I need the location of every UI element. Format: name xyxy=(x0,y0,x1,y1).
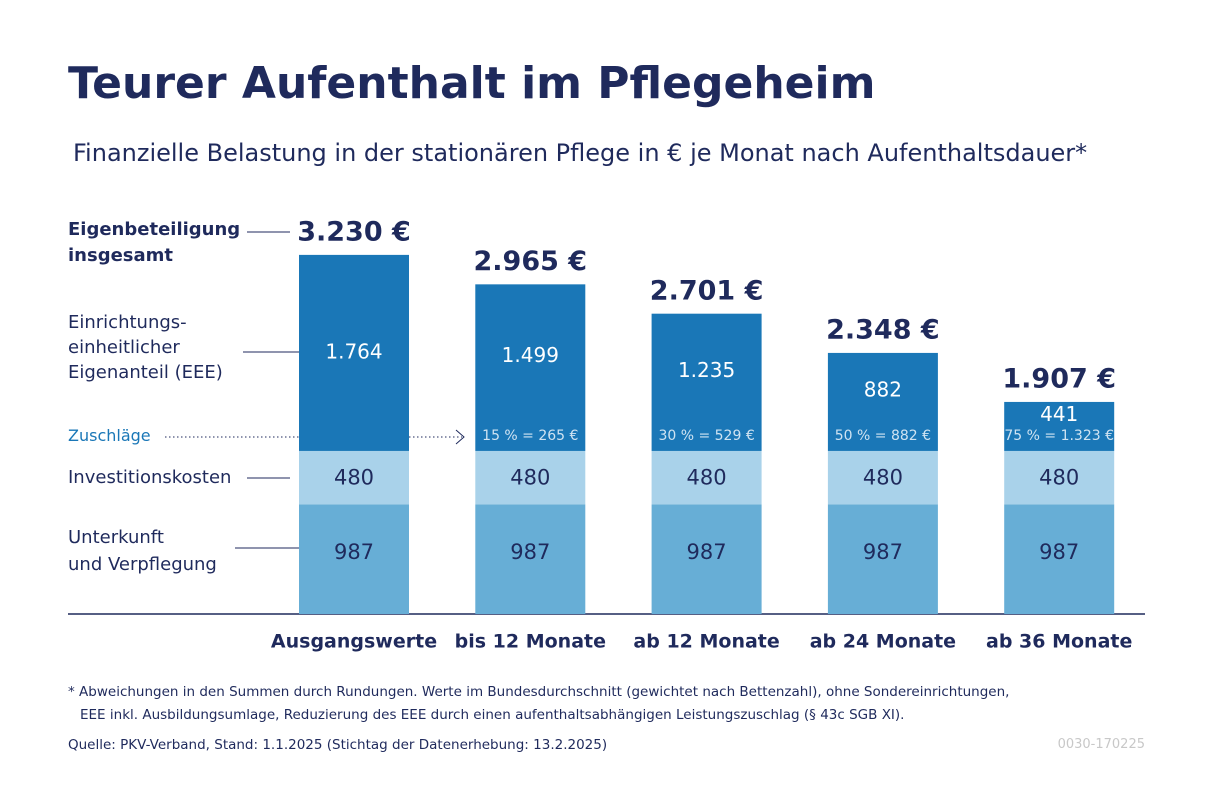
value-label: 441 xyxy=(1040,402,1078,426)
subtitle: Finanzielle Belastung in der stationären… xyxy=(73,139,1088,167)
bar-segment xyxy=(475,284,586,451)
total-label: 2.348 € xyxy=(826,315,940,346)
value-label: 987 xyxy=(1039,540,1079,564)
value-label: 1.764 xyxy=(325,339,382,363)
total-label: 3.230 € xyxy=(297,217,411,248)
surcharge-label: 75 % = 1.323 € xyxy=(1004,428,1114,444)
footnote: EEE inkl. Ausbildungsumlage, Reduzierung… xyxy=(80,707,905,723)
x-tick-label: Ausgangswerte xyxy=(271,631,437,653)
bar-segment xyxy=(651,450,762,505)
legend-lodging: Unterkunft und Verpflegung xyxy=(68,527,217,575)
bar-segment xyxy=(827,504,938,614)
code: 0030-170225 xyxy=(1057,737,1145,752)
bar-segment xyxy=(651,504,762,614)
value-label: 480 xyxy=(510,466,550,490)
footnote: * Abweichungen in den Summen durch Rundu… xyxy=(68,684,1010,700)
value-label: 987 xyxy=(863,540,903,564)
surcharge-label: 50 % = 882 € xyxy=(835,428,931,444)
legend-total: Eigenbeteiligung insgesamt xyxy=(68,219,241,266)
bar-segment xyxy=(827,352,938,451)
bar-segment xyxy=(1004,450,1115,505)
total-label: 2.701 € xyxy=(650,275,764,306)
x-tick-label: bis 12 Monate xyxy=(455,631,606,653)
source: Quelle: PKV-Verband, Stand: 1.1.2025 (St… xyxy=(68,737,608,753)
value-label: 480 xyxy=(863,466,903,490)
value-label: 480 xyxy=(334,466,374,490)
bar-segment xyxy=(475,450,586,505)
legend-eee: Einrichtungs- einheitlicher Eigenanteil … xyxy=(68,312,223,383)
value-label: 480 xyxy=(687,466,727,490)
value-label: 987 xyxy=(334,540,374,564)
bar-segment xyxy=(1004,401,1115,451)
surcharge-label: 30 % = 529 € xyxy=(658,428,754,444)
x-tick-label: ab 12 Monate xyxy=(633,631,779,653)
value-label: 1.499 xyxy=(502,343,559,367)
total-label: 2.965 € xyxy=(474,246,588,277)
surcharge-label: 15 % = 265 € xyxy=(482,428,578,444)
bar-segment xyxy=(299,254,409,451)
value-label: 480 xyxy=(1039,466,1079,490)
value-label: 1.235 xyxy=(678,358,735,382)
value-label: 987 xyxy=(510,540,550,564)
arrow-head xyxy=(455,429,465,445)
legend-invest: Investitionskosten xyxy=(68,467,232,488)
legend-surcharge: Zuschläge xyxy=(68,426,151,445)
value-label: 882 xyxy=(864,377,902,401)
bar-segment xyxy=(827,450,938,505)
value-label: 987 xyxy=(687,540,727,564)
total-label: 1.907 € xyxy=(1002,364,1116,395)
bar-segment xyxy=(299,450,409,505)
bar-segment xyxy=(1004,504,1115,614)
x-tick-label: ab 36 Monate xyxy=(986,631,1132,653)
bar-segment xyxy=(475,504,586,614)
bar-segment xyxy=(651,313,762,451)
bar-segment xyxy=(299,504,409,614)
title: Teurer Aufenthalt im Pflegeheim xyxy=(68,58,876,109)
x-tick-label: ab 24 Monate xyxy=(810,631,956,653)
